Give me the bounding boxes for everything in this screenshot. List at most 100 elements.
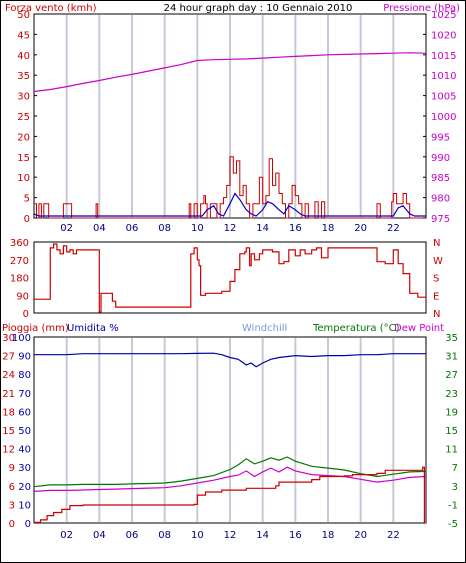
wind-direction-axis: 0 90 180 270 360 bbox=[10, 238, 29, 320]
humidity-tick-10: 10 bbox=[18, 500, 31, 511]
gust-line bbox=[33, 192, 426, 217]
x-tick-bottom-02: 02 bbox=[60, 530, 73, 541]
rain-tick-18: 18 bbox=[2, 407, 15, 418]
rain-tick-6: 6 bbox=[9, 482, 15, 493]
compass-label-1: W bbox=[433, 256, 443, 267]
wind-tick-50: 50 bbox=[17, 10, 30, 21]
pressure-tick-1020: 1020 bbox=[431, 30, 456, 41]
rain-humidity-grid bbox=[65, 338, 395, 522]
x-tick-top-20: 20 bbox=[354, 223, 367, 234]
wind-speed-bars bbox=[34, 156, 426, 219]
direction-tick-360: 360 bbox=[10, 238, 29, 249]
x-tick-bottom-10: 10 bbox=[191, 530, 204, 541]
humidity-tick-90: 90 bbox=[18, 352, 31, 363]
pressure-label: Pressione (hPa) bbox=[383, 3, 460, 14]
compass-label-0: N bbox=[433, 238, 440, 249]
pressure-tick-1010: 1010 bbox=[431, 71, 456, 82]
rain-tick-27: 27 bbox=[2, 352, 15, 363]
pressure-tick-995: 995 bbox=[431, 132, 450, 143]
compass-label-2: S bbox=[433, 274, 439, 285]
temperature-tick--5: -5 bbox=[448, 519, 458, 530]
x-tick-top-18: 18 bbox=[322, 223, 335, 234]
compass-label-3: E bbox=[433, 291, 439, 302]
x-tick-bottom-14: 14 bbox=[256, 530, 269, 541]
wind-tick-40: 40 bbox=[17, 51, 30, 62]
temperature-tick-23: 23 bbox=[445, 389, 458, 400]
wind-tick-20: 20 bbox=[17, 132, 30, 143]
rain-tick-0: 0 bbox=[9, 519, 15, 530]
temperature-tick--1: -1 bbox=[448, 500, 458, 511]
pressure-tick-1000: 1000 bbox=[431, 112, 456, 123]
x-tick-top-04: 04 bbox=[93, 223, 106, 234]
humidity-label: Umidita % bbox=[67, 323, 119, 334]
direction-tick-180: 180 bbox=[10, 274, 29, 285]
temperature-tick-15: 15 bbox=[445, 426, 458, 437]
temperature-axis: -5 -1 3 7 11 15 19 23 27 31 35 bbox=[445, 333, 458, 530]
wind-tick-35: 35 bbox=[17, 71, 30, 82]
pressure-tick-1015: 1015 bbox=[431, 51, 456, 62]
x-tick-bottom-20: 20 bbox=[354, 530, 367, 541]
wind-direction-line bbox=[34, 243, 427, 313]
rain-tick-9: 9 bbox=[9, 463, 15, 474]
humidity-tick-0: 0 bbox=[25, 519, 31, 530]
x-tick-top-02: 02 bbox=[60, 223, 73, 234]
pressure-tick-985: 985 bbox=[431, 173, 450, 184]
compass-label-4: N bbox=[433, 309, 440, 320]
rain-tick-24: 24 bbox=[2, 370, 15, 381]
pressure-tick-980: 980 bbox=[431, 194, 450, 205]
x-tick-bottom-16: 16 bbox=[289, 530, 302, 541]
temperature-label: Temperatura (°C) bbox=[312, 323, 400, 334]
rain-label: Pioggia (mm) bbox=[2, 323, 69, 334]
dewpoint-label: Dew Point bbox=[394, 323, 444, 334]
rain-line bbox=[34, 466, 426, 524]
pressure-tick-975: 975 bbox=[431, 214, 450, 225]
direction-tick-0: 0 bbox=[23, 309, 29, 320]
humidity-tick-80: 80 bbox=[18, 370, 31, 381]
x-tick-bottom-08: 08 bbox=[158, 530, 171, 541]
dewpoint-line bbox=[33, 466, 427, 492]
wind-tick-15: 15 bbox=[17, 153, 30, 164]
wind-direction-plot-frame bbox=[33, 241, 427, 314]
temperature-tick-3: 3 bbox=[452, 482, 458, 493]
humidity-line bbox=[34, 352, 426, 368]
wind-speed-label: Forza vento (kmh) bbox=[5, 3, 97, 14]
wind-speed-axis: 0 5 10 15 20 25 30 35 40 45 50 bbox=[17, 10, 37, 225]
humidity-tick-40: 40 bbox=[18, 445, 31, 456]
direction-tick-90: 90 bbox=[16, 291, 29, 302]
rain-humidity-x-axis: 02 04 06 08 10 12 14 16 18 20 22 bbox=[60, 530, 399, 541]
pressure-tick-990: 990 bbox=[431, 153, 450, 164]
wind-tick-0: 0 bbox=[24, 214, 30, 225]
x-tick-top-16: 16 bbox=[289, 223, 302, 234]
wind-tick-10: 10 bbox=[17, 173, 30, 184]
temperature-tick-11: 11 bbox=[445, 445, 458, 456]
x-tick-top-10: 10 bbox=[191, 223, 204, 234]
humidity-tick-20: 20 bbox=[18, 482, 31, 493]
x-tick-bottom-04: 04 bbox=[93, 530, 106, 541]
humidity-tick-100: 100 bbox=[12, 333, 31, 344]
temperature-tick-19: 19 bbox=[445, 407, 458, 418]
x-tick-top-08: 08 bbox=[158, 223, 171, 234]
x-tick-bottom-12: 12 bbox=[224, 530, 237, 541]
x-tick-bottom-18: 18 bbox=[322, 530, 335, 541]
wind-pressure-grid bbox=[65, 15, 395, 217]
humidity-tick-70: 70 bbox=[18, 389, 31, 400]
pressure-line bbox=[33, 52, 427, 93]
x-tick-top-14: 14 bbox=[256, 223, 269, 234]
x-tick-top-12: 12 bbox=[224, 223, 237, 234]
wind-pressure-series bbox=[33, 52, 427, 219]
pressure-tick-1025: 1025 bbox=[431, 10, 456, 21]
wind-pressure-x-axis: 02 04 06 08 10 12 14 16 18 20 22 bbox=[60, 223, 399, 234]
rain-humidity-temperature-series bbox=[33, 352, 427, 524]
rain-tick-21: 21 bbox=[2, 389, 15, 400]
x-tick-top-06: 06 bbox=[126, 223, 139, 234]
rain-tick-30: 30 bbox=[2, 333, 15, 344]
rain-tick-3: 3 bbox=[9, 500, 15, 511]
x-tick-bottom-22: 22 bbox=[387, 530, 400, 541]
temperature-tick-7: 7 bbox=[452, 463, 458, 474]
wind-tick-25: 25 bbox=[17, 112, 30, 123]
windchill-label: Windchill bbox=[242, 323, 287, 334]
humidity-tick-30: 30 bbox=[18, 463, 31, 474]
